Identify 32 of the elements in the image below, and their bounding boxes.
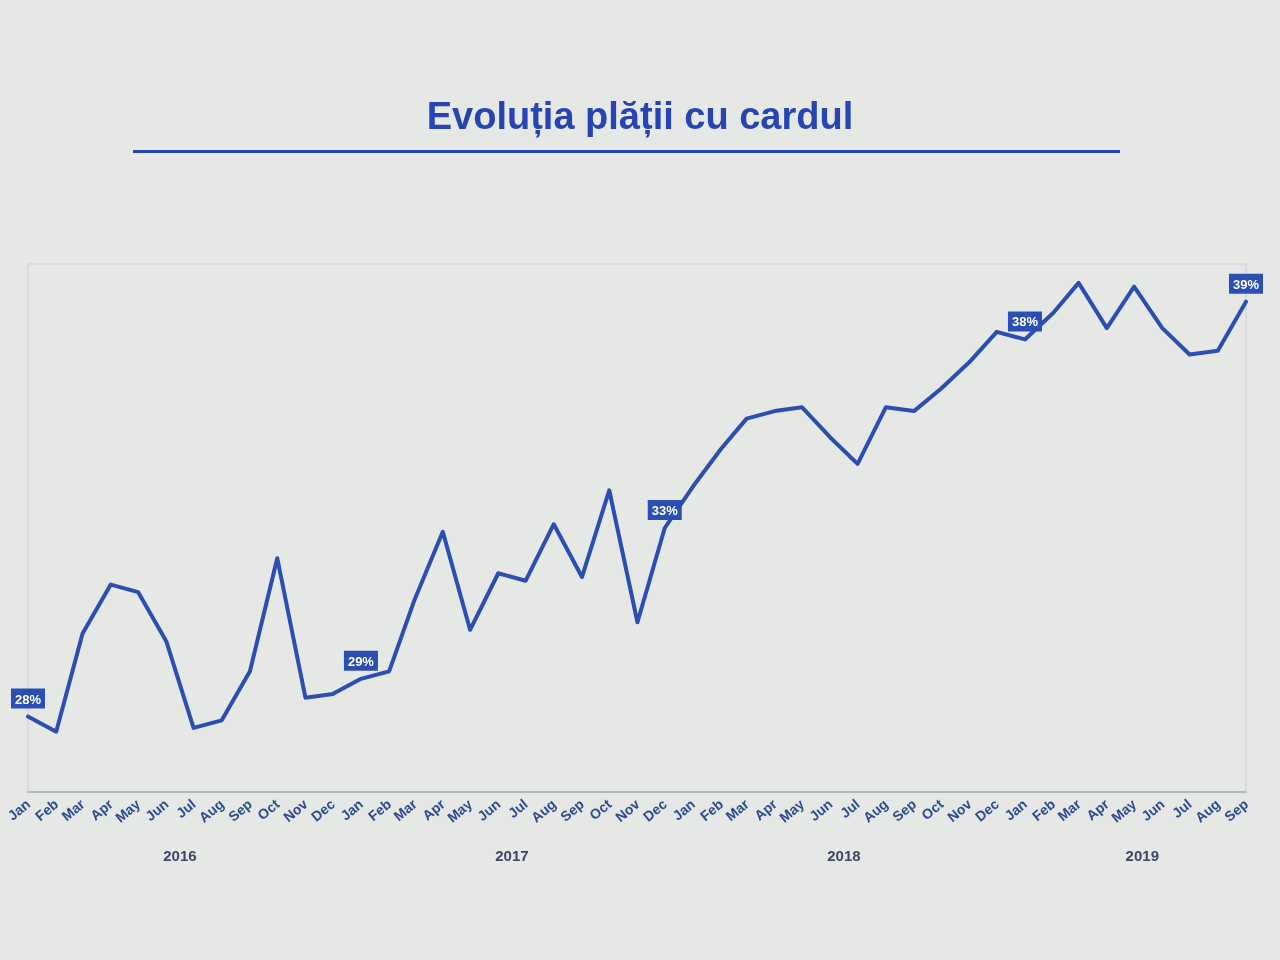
x-tick-label: Sep [557,795,588,825]
x-tick-label: Sep [1221,795,1252,825]
x-tick-label: Sep [225,795,256,825]
x2-tick-label: 2016 [163,847,197,864]
chart-title: Evoluția plății cu cardul [426,95,854,138]
data-label: 33% [651,503,679,518]
x-tick-label: Jan [1001,795,1031,824]
x-tick-label: May [1108,795,1140,826]
x2-tick-label: 2019 [1125,847,1159,864]
x-tick-label: Jan [669,795,699,824]
x-tick-label: May [112,795,144,826]
data-label: 39% [1232,276,1260,292]
x-tick-label: May [776,795,808,826]
x-tick-label: Jun [474,795,504,825]
x-tick-label: Mar [722,795,753,825]
x-tick-label: Mar [1054,795,1085,825]
x2-tick-label: 2018 [827,847,861,864]
x-tick-label: Mar [390,795,421,825]
x-tick-label: Jun [806,795,836,825]
data-label: 28% [14,691,42,707]
x-tick-label: Jun [1138,795,1168,825]
x-tick-label: Sep [889,795,920,825]
x-tick-label: Oct [254,795,283,824]
x-tick-label: Jun [142,795,172,825]
x-tick-label: Oct [586,795,615,824]
data-label: 29% [347,653,375,669]
x2-tick-label: 2017 [495,847,529,864]
data-label: 38% [1011,314,1039,330]
x-tick-label: Jan [337,795,367,824]
x-tick-label: Jan [4,795,34,824]
x-tick-label: Oct [918,795,947,824]
x-tick-label: May [444,795,476,826]
